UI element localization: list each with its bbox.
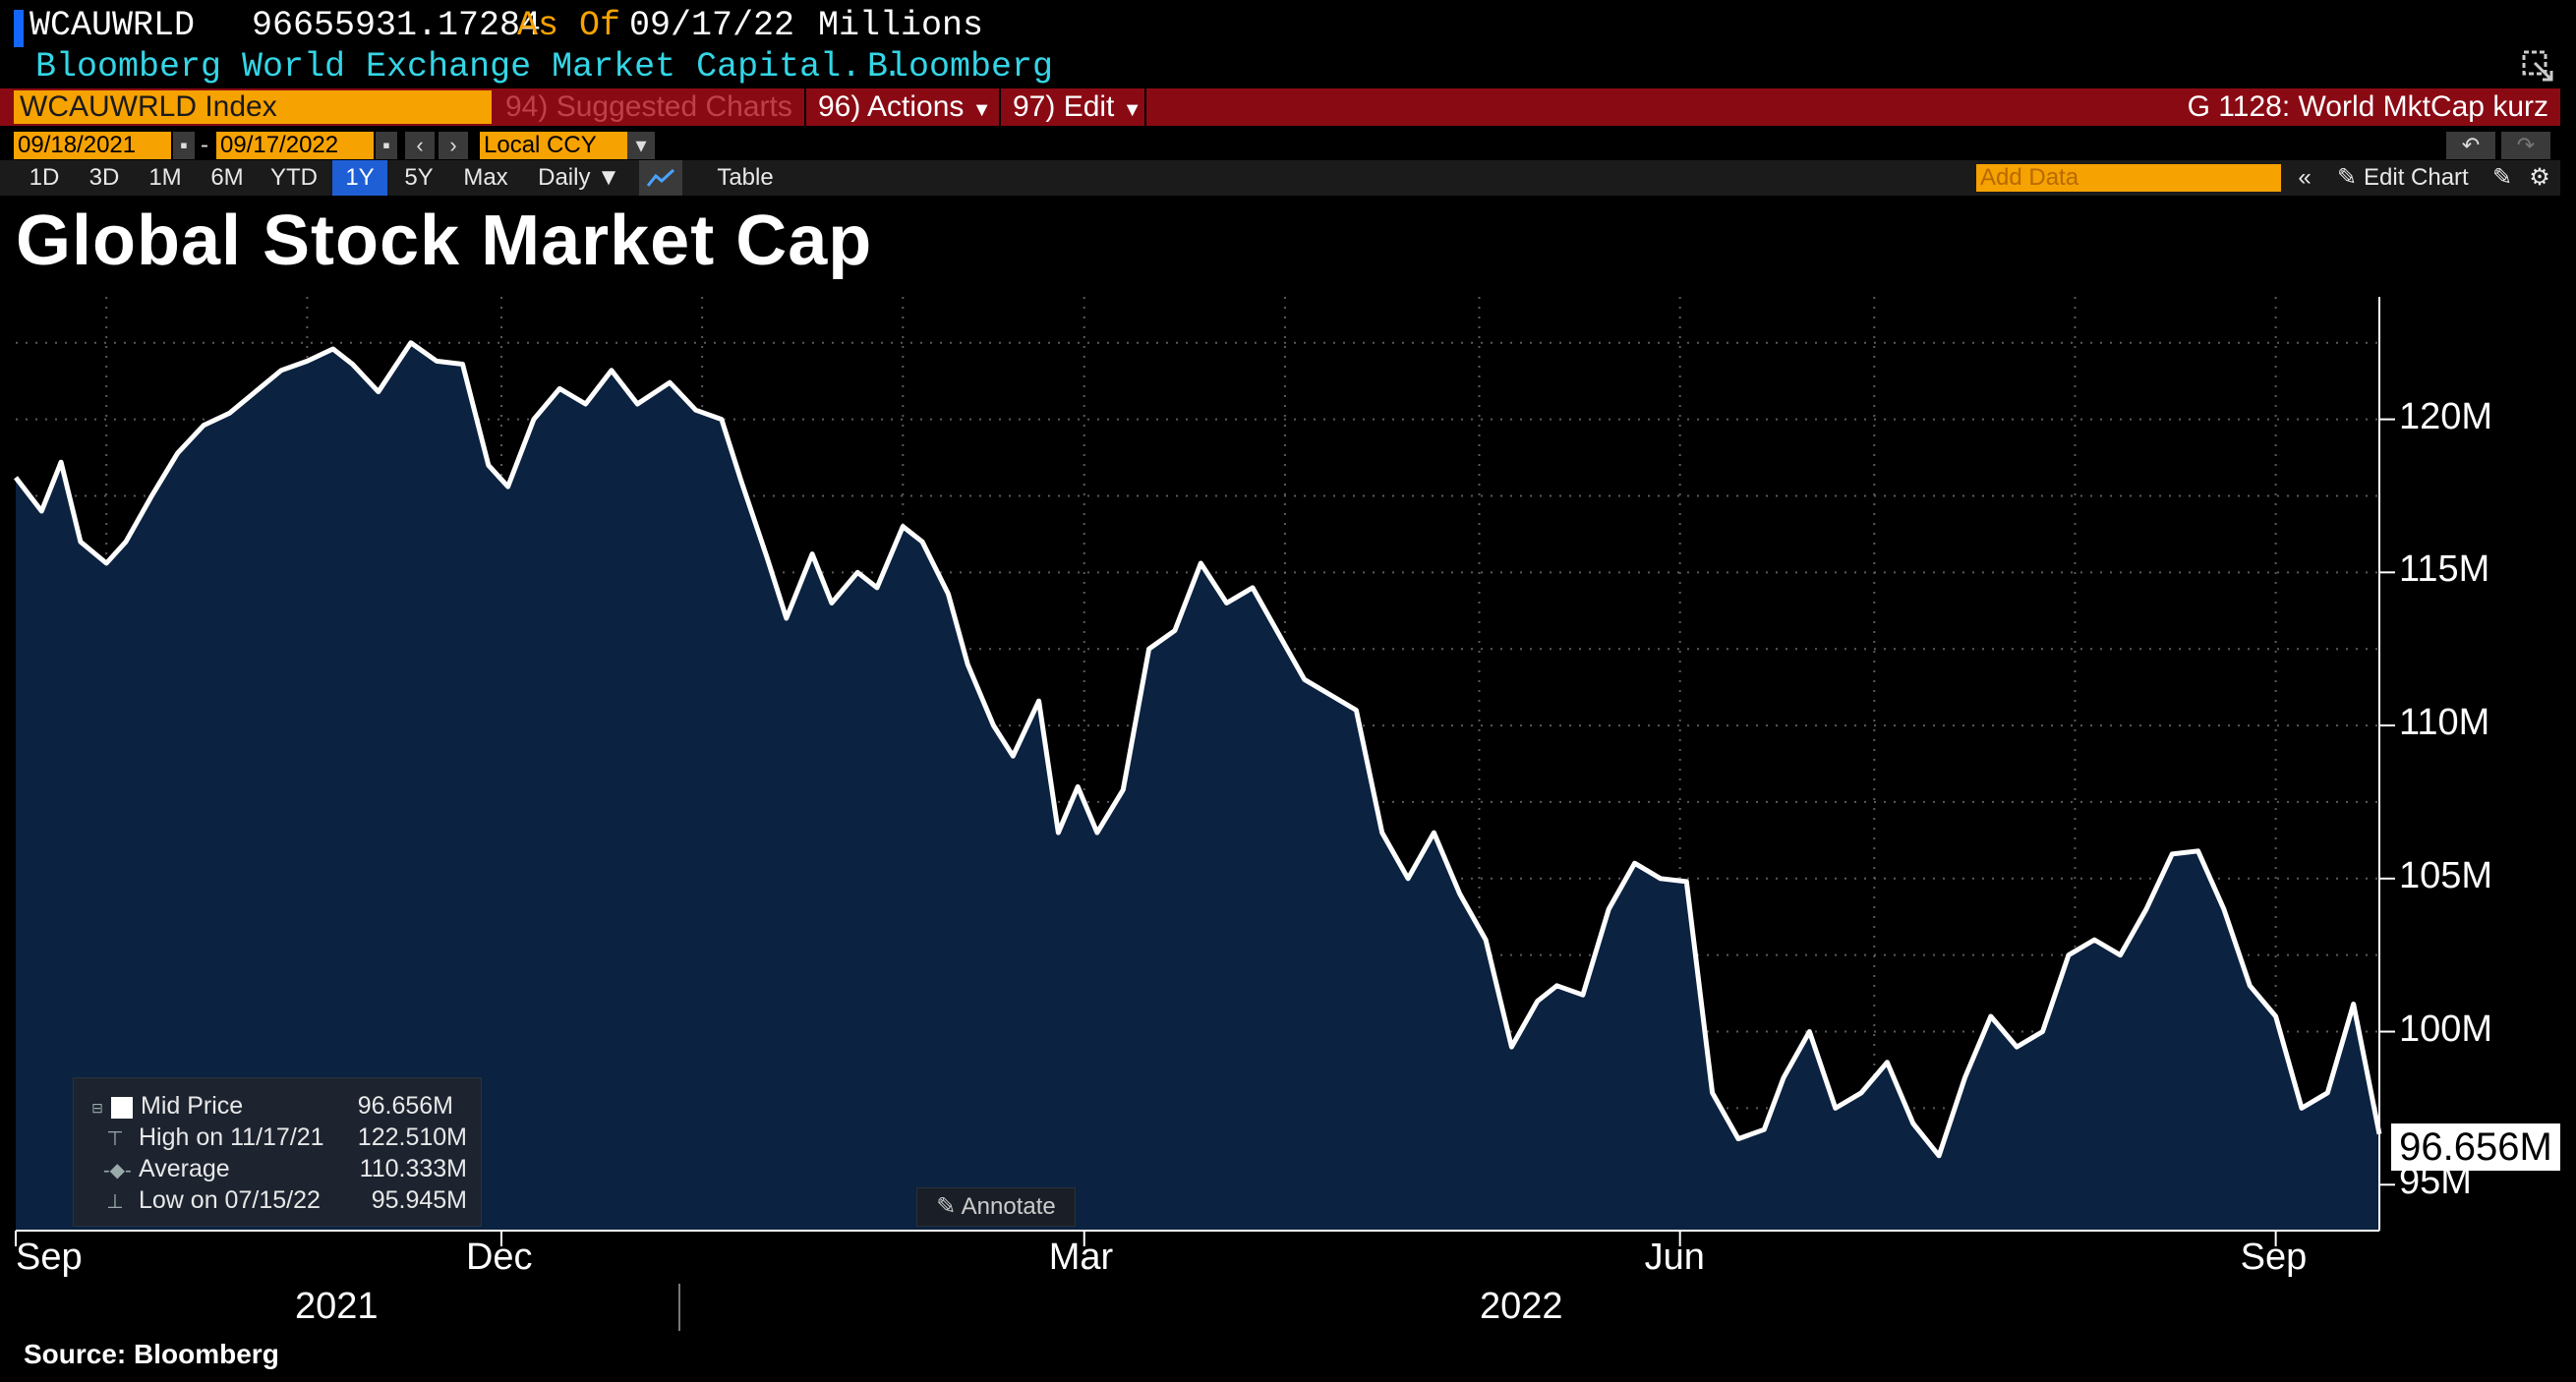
security-color-marker: [14, 10, 24, 47]
toolbar-divider: [1144, 88, 1146, 126]
legend-row-average: -◆- Average 110.333M: [74, 1155, 481, 1186]
high-marker-icon: ⊤: [106, 1128, 124, 1150]
legend-row-mid: ⊟ Mid Price 96.656M: [74, 1092, 481, 1123]
annotate-label: Annotate: [961, 1193, 1056, 1220]
collapse-icon[interactable]: ⊟: [91, 1100, 103, 1116]
calendar-icon[interactable]: ▪: [376, 132, 397, 159]
frequency-select[interactable]: Daily ▼: [525, 160, 633, 196]
suggested-charts-button[interactable]: 94) Suggested Charts: [505, 90, 792, 123]
function-toolbar: WCAUWRLD Index 94) Suggested Charts 96) …: [0, 88, 2560, 126]
x-tick-label: Jun: [1644, 1237, 1705, 1278]
undo-icon[interactable]: ↶: [2446, 132, 2495, 159]
add-data-input[interactable]: Add Data: [1976, 164, 2281, 192]
series-area-fill: [16, 342, 2379, 1231]
legend-label: Low on 07/15/22: [139, 1186, 321, 1214]
x-tick-label: Sep: [16, 1237, 83, 1278]
popout-icon[interactable]: [2521, 49, 2554, 83]
legend-value: 110.333M: [359, 1155, 467, 1182]
y-tick-label: 100M: [2399, 1008, 2493, 1050]
gear-icon[interactable]: ⚙: [2529, 164, 2550, 191]
date-range-row: 09/18/2021 ▪ - 09/17/2022 ▪ ‹ › Local CC…: [0, 130, 2560, 161]
line-area-chart[interactable]: [0, 285, 2576, 1297]
source-name-text: Bloomberg: [867, 47, 1054, 86]
previous-period-icon[interactable]: ‹: [405, 132, 435, 159]
line-chart-icon[interactable]: [639, 160, 682, 196]
year-label: 2022: [1480, 1286, 1563, 1327]
start-date-field[interactable]: 09/18/2021: [14, 132, 171, 159]
chevron-down-icon: ▼: [971, 99, 992, 121]
as-of-label: As Of: [517, 6, 621, 45]
legend-label: Mid Price: [141, 1092, 244, 1120]
toolbar-divider: [999, 88, 1001, 126]
series-line: [14, 340, 2382, 1159]
actions-label: 96) Actions: [818, 90, 965, 123]
legend-value: 95.945M: [371, 1186, 467, 1214]
y-tick-label: 115M: [2399, 548, 2490, 591]
toolbar-divider: [804, 88, 806, 126]
as-of-date: 09/17/22: [629, 6, 795, 45]
last-value-flag: 96.656M: [2391, 1123, 2560, 1171]
actions-menu[interactable]: 96) Actions ▼: [818, 88, 992, 126]
legend-label: Average: [139, 1155, 230, 1182]
legend-row-low: ⊥ Low on 07/15/22 95.945M: [74, 1186, 481, 1218]
range-button-max[interactable]: Max: [463, 164, 508, 191]
x-tick-label: Mar: [1048, 1237, 1114, 1278]
annotate-button[interactable]: ✎ Annotate: [916, 1187, 1076, 1227]
redo-icon[interactable]: ↷: [2501, 132, 2550, 159]
y-tick-label: 120M: [2399, 395, 2493, 437]
average-marker-icon: -◆-: [103, 1160, 132, 1181]
chart-axes: [15, 297, 2395, 1246]
range-button-1y[interactable]: 1Y: [332, 160, 387, 196]
edit-label: 97) Edit: [1013, 90, 1115, 123]
ticker-text: WCAUWRLD: [29, 6, 196, 45]
last-value-text: 96655931.17284: [252, 6, 542, 45]
next-period-icon[interactable]: ›: [439, 132, 468, 159]
security-header: WCAUWRLD 96655931.17284 As Of 09/17/22 M…: [0, 0, 2576, 57]
edit-menu[interactable]: 97) Edit ▼: [1013, 88, 1142, 126]
calendar-icon[interactable]: ▪: [173, 132, 195, 159]
end-date-field[interactable]: 09/17/2022: [216, 132, 374, 159]
source-note: Source: Bloomberg: [24, 1339, 279, 1369]
year-divider: [678, 1284, 680, 1331]
chevron-down-icon: ▼: [1122, 99, 1142, 121]
legend-row-high: ⊤ High on 11/17/21 122.510M: [74, 1123, 481, 1155]
range-button-1m[interactable]: 1M: [148, 164, 182, 191]
units-text: Millions: [818, 6, 984, 45]
chart-title: Global Stock Market Cap: [16, 202, 873, 280]
security-field[interactable]: WCAUWRLD Index: [14, 90, 492, 124]
year-label: 2021: [295, 1286, 379, 1327]
pencil-icon: ✎: [936, 1193, 962, 1220]
series-swatch-icon: [111, 1097, 133, 1119]
y-tick-label: 110M: [2399, 702, 2490, 744]
range-toolbar: 1D 3D 1M 6M YTD 1Y 5Y Max Daily ▼ Table …: [0, 160, 2560, 196]
y-tick-label: 105M: [2399, 854, 2493, 896]
frequency-label: Daily: [538, 164, 591, 191]
range-button-1d[interactable]: 1D: [29, 164, 60, 191]
range-button-3d[interactable]: 3D: [88, 164, 120, 191]
range-button-6m[interactable]: 6M: [210, 164, 244, 191]
chevron-down-icon[interactable]: ▾: [627, 132, 655, 159]
pencil-icon[interactable]: ✎: [2336, 164, 2358, 191]
legend-label: High on 11/17/21: [139, 1123, 324, 1151]
legend-value: 122.510M: [357, 1123, 467, 1151]
chart-legend[interactable]: ⊟ Mid Price 96.656M ⊤ High on 11/17/21 1…: [73, 1077, 482, 1227]
range-button-ytd[interactable]: YTD: [270, 164, 318, 191]
edit-settings-icon[interactable]: ✎: [2491, 164, 2513, 191]
chevron-down-icon: ▼: [597, 164, 620, 191]
edit-chart-button[interactable]: Edit Chart: [2364, 164, 2469, 191]
security-name: Bloomberg World Exchange Market Capital.…: [35, 47, 904, 86]
collapse-icon[interactable]: «: [2298, 164, 2312, 191]
chart-series: [14, 340, 2382, 1231]
table-view-button[interactable]: Table: [717, 164, 774, 191]
low-marker-icon: ⊥: [106, 1191, 124, 1213]
currency-select[interactable]: Local CCY: [480, 132, 627, 159]
x-tick-label: Sep: [2240, 1237, 2308, 1278]
range-button-5y[interactable]: 5Y: [404, 164, 434, 191]
x-tick-label: Dec: [465, 1237, 533, 1278]
chart-name: G 1128: World MktCap kurz: [2187, 90, 2548, 123]
date-separator: -: [201, 132, 208, 158]
legend-value: 96.656M: [357, 1092, 453, 1120]
